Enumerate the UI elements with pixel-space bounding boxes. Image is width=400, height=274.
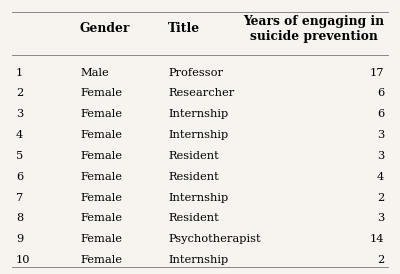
Text: Female: Female	[80, 255, 122, 265]
Text: 4: 4	[16, 130, 23, 140]
Text: 3: 3	[377, 130, 384, 140]
Text: Female: Female	[80, 151, 122, 161]
Text: 10: 10	[16, 255, 30, 265]
Text: 3: 3	[377, 151, 384, 161]
Text: Resident: Resident	[168, 213, 219, 223]
Text: Female: Female	[80, 193, 122, 202]
Text: 6: 6	[377, 109, 384, 119]
Text: Internship: Internship	[168, 109, 228, 119]
Text: Internship: Internship	[168, 193, 228, 202]
Text: Female: Female	[80, 109, 122, 119]
Text: 14: 14	[370, 234, 384, 244]
Text: 17: 17	[370, 68, 384, 78]
Text: 1: 1	[16, 68, 23, 78]
Text: 3: 3	[16, 109, 23, 119]
Text: Female: Female	[80, 130, 122, 140]
Text: 2: 2	[377, 193, 384, 202]
Text: Female: Female	[80, 234, 122, 244]
Text: Internship: Internship	[168, 130, 228, 140]
Text: 9: 9	[16, 234, 23, 244]
Text: 7: 7	[16, 193, 23, 202]
Text: Professor: Professor	[168, 68, 223, 78]
Text: Resident: Resident	[168, 172, 219, 182]
Text: 2: 2	[16, 89, 23, 98]
Text: 3: 3	[377, 213, 384, 223]
Text: 4: 4	[377, 172, 384, 182]
Text: 8: 8	[16, 213, 23, 223]
Text: Female: Female	[80, 213, 122, 223]
Text: Title: Title	[168, 22, 200, 35]
Text: Researcher: Researcher	[168, 89, 234, 98]
Text: 5: 5	[16, 151, 23, 161]
Text: 2: 2	[377, 255, 384, 265]
Text: 6: 6	[377, 89, 384, 98]
Text: Years of engaging in
suicide prevention: Years of engaging in suicide prevention	[243, 15, 384, 43]
Text: Resident: Resident	[168, 151, 219, 161]
Text: Female: Female	[80, 172, 122, 182]
Text: Internship: Internship	[168, 255, 228, 265]
Text: Psychotherapist: Psychotherapist	[168, 234, 261, 244]
Text: Female: Female	[80, 89, 122, 98]
Text: 6: 6	[16, 172, 23, 182]
Text: Male: Male	[80, 68, 109, 78]
Text: Gender: Gender	[80, 22, 130, 35]
